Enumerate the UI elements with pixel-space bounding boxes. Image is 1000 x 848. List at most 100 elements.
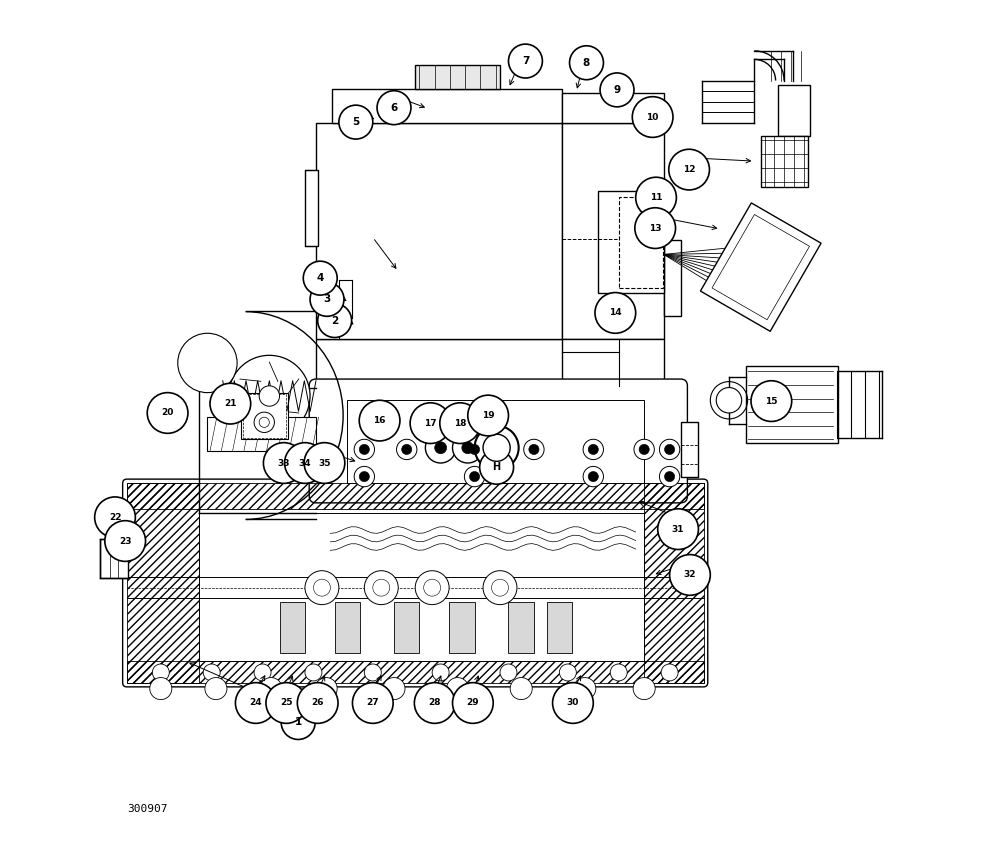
Text: 4: 4 <box>317 273 324 283</box>
Circle shape <box>313 579 330 596</box>
Circle shape <box>210 383 251 424</box>
Circle shape <box>588 471 598 482</box>
Circle shape <box>453 683 493 723</box>
Text: 16: 16 <box>373 416 386 425</box>
Circle shape <box>665 444 675 455</box>
FancyBboxPatch shape <box>335 602 360 653</box>
Circle shape <box>480 450 514 484</box>
FancyBboxPatch shape <box>207 417 316 451</box>
Circle shape <box>383 678 405 700</box>
Circle shape <box>205 678 227 700</box>
Text: 3: 3 <box>323 294 331 304</box>
Circle shape <box>435 442 447 454</box>
Circle shape <box>414 683 455 723</box>
Text: 5: 5 <box>352 117 359 127</box>
FancyBboxPatch shape <box>449 602 475 653</box>
Text: 10: 10 <box>646 113 659 121</box>
Circle shape <box>639 444 649 455</box>
Circle shape <box>95 497 135 538</box>
FancyBboxPatch shape <box>598 191 664 293</box>
Circle shape <box>364 571 398 605</box>
Circle shape <box>665 471 675 482</box>
Circle shape <box>259 386 280 406</box>
FancyBboxPatch shape <box>681 422 698 477</box>
FancyBboxPatch shape <box>619 197 663 288</box>
Circle shape <box>402 444 412 455</box>
Text: 35: 35 <box>318 459 331 467</box>
Circle shape <box>152 664 169 681</box>
Circle shape <box>235 683 276 723</box>
Circle shape <box>263 443 304 483</box>
FancyBboxPatch shape <box>562 123 664 339</box>
Circle shape <box>462 442 474 454</box>
Text: 17: 17 <box>424 419 437 427</box>
Polygon shape <box>316 339 602 386</box>
Text: 13: 13 <box>649 224 661 232</box>
Circle shape <box>285 443 325 483</box>
FancyBboxPatch shape <box>712 215 809 320</box>
FancyBboxPatch shape <box>316 386 562 416</box>
FancyBboxPatch shape <box>394 602 419 653</box>
Circle shape <box>559 664 576 681</box>
Text: 23: 23 <box>119 537 131 545</box>
Circle shape <box>254 412 274 432</box>
Circle shape <box>432 664 449 681</box>
Circle shape <box>716 388 742 413</box>
FancyBboxPatch shape <box>347 400 644 483</box>
Circle shape <box>595 293 636 333</box>
Text: 2: 2 <box>331 315 338 326</box>
Text: 26: 26 <box>311 699 324 707</box>
Circle shape <box>635 208 676 248</box>
Circle shape <box>553 683 593 723</box>
Circle shape <box>453 432 483 463</box>
Circle shape <box>303 261 337 295</box>
FancyBboxPatch shape <box>123 479 708 687</box>
Circle shape <box>588 444 598 455</box>
FancyBboxPatch shape <box>243 394 286 438</box>
Text: 21: 21 <box>224 399 237 408</box>
Text: H: H <box>493 462 501 472</box>
Text: 300907: 300907 <box>127 804 167 814</box>
Circle shape <box>425 432 456 463</box>
Circle shape <box>440 403 480 444</box>
Circle shape <box>475 426 519 470</box>
Circle shape <box>305 571 339 605</box>
Text: 14: 14 <box>609 309 622 317</box>
Circle shape <box>492 579 508 596</box>
Circle shape <box>364 664 381 681</box>
Circle shape <box>260 678 282 700</box>
Text: 12: 12 <box>683 165 695 174</box>
Circle shape <box>659 466 680 487</box>
Circle shape <box>670 555 710 595</box>
Text: 24: 24 <box>249 699 262 707</box>
Text: 29: 29 <box>467 699 479 707</box>
Text: 25: 25 <box>280 699 293 707</box>
Circle shape <box>203 664 220 681</box>
Text: 27: 27 <box>366 699 379 707</box>
Circle shape <box>447 678 469 700</box>
Circle shape <box>377 91 411 125</box>
Circle shape <box>305 664 322 681</box>
Circle shape <box>410 403 451 444</box>
Circle shape <box>508 44 542 78</box>
Circle shape <box>483 571 517 605</box>
Circle shape <box>751 381 792 421</box>
Circle shape <box>583 439 603 460</box>
Circle shape <box>352 683 393 723</box>
Circle shape <box>147 393 188 433</box>
FancyBboxPatch shape <box>508 602 534 653</box>
Circle shape <box>415 571 449 605</box>
Circle shape <box>310 282 344 316</box>
Circle shape <box>610 664 627 681</box>
Text: 11: 11 <box>650 193 662 202</box>
Circle shape <box>105 521 146 561</box>
Circle shape <box>529 444 539 455</box>
Circle shape <box>304 443 345 483</box>
Text: 19: 19 <box>482 411 494 420</box>
FancyBboxPatch shape <box>280 602 305 653</box>
Text: 28: 28 <box>428 699 441 707</box>
Circle shape <box>633 678 655 700</box>
Text: 33: 33 <box>278 459 290 467</box>
Circle shape <box>510 678 532 700</box>
FancyBboxPatch shape <box>309 379 687 503</box>
